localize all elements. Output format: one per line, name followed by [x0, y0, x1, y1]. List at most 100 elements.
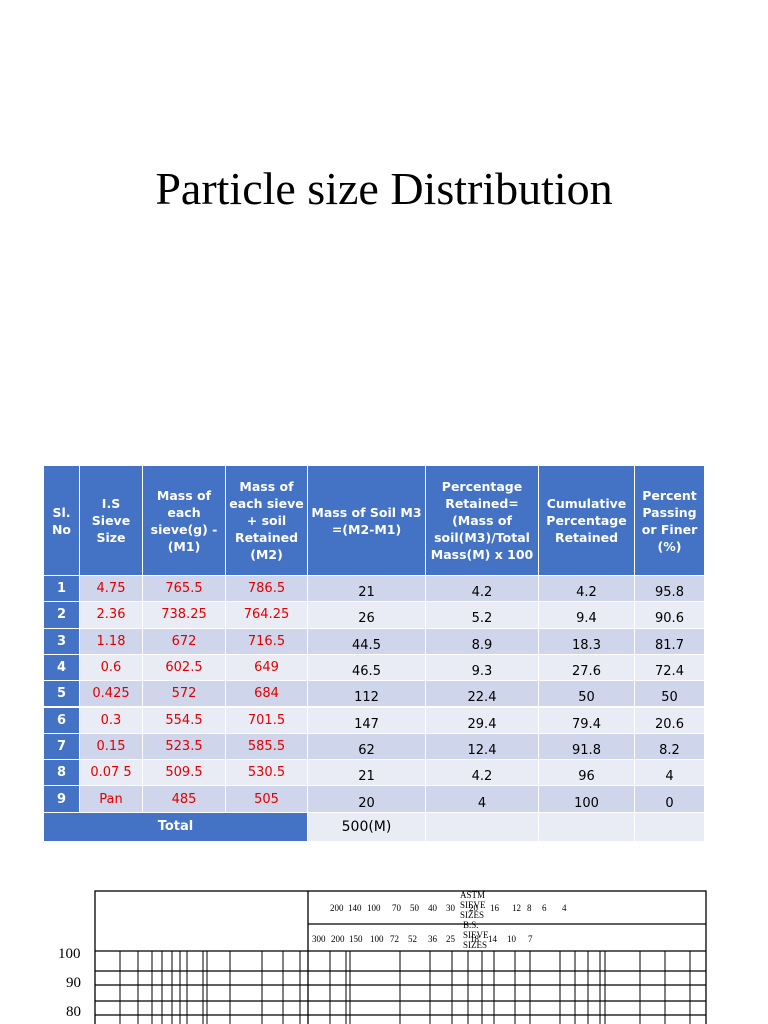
- table-cell: 44.5: [308, 628, 426, 655]
- table-cell: 147: [308, 707, 426, 734]
- bs-title: B.S. SIEVE SIZES: [463, 920, 489, 950]
- table-cell: 100: [539, 786, 635, 813]
- bs-size: 14: [488, 934, 497, 944]
- table-cell: 5.2: [426, 602, 539, 629]
- table-cell: 672: [143, 628, 226, 655]
- table-cell: 6: [44, 707, 80, 734]
- total-label: Total: [44, 812, 308, 842]
- table-cell: 505: [226, 786, 308, 813]
- empty-cell: [635, 812, 705, 842]
- table-cell: 523.5: [143, 733, 226, 761]
- astm-size: 8: [527, 903, 532, 913]
- table-cell: 0.07 5: [80, 760, 143, 787]
- astm-size: 6: [542, 903, 547, 913]
- astm-size: 100: [367, 903, 381, 913]
- table-cell: 22.4: [426, 681, 539, 708]
- bs-size: 25: [446, 934, 455, 944]
- table-cell: 4: [44, 654, 80, 682]
- table-cell: 2: [44, 602, 80, 629]
- table-cell: 29.4: [426, 707, 539, 734]
- header-cell: Sl. No: [44, 466, 80, 576]
- table-cell: 0.3: [80, 707, 143, 734]
- bs-size: 72: [390, 934, 399, 944]
- table-cell: 26: [308, 602, 426, 629]
- table-cell: 21: [308, 576, 426, 603]
- astm-size: 12: [512, 903, 521, 913]
- table-cell: 27.6: [539, 654, 635, 682]
- table-cell: 9.3: [426, 654, 539, 682]
- table-cell: 4.2: [539, 576, 635, 603]
- table-cell: 8.2: [635, 733, 705, 761]
- graph-grid: [94, 890, 707, 1024]
- table-cell: 18.3: [539, 628, 635, 655]
- table-cell: 5: [44, 681, 80, 708]
- table-cell: 485: [143, 786, 226, 813]
- table-cell: 4: [635, 760, 705, 787]
- table-cell: 2.36: [80, 602, 143, 629]
- astm-title: ASTM SIEVE SIZES: [460, 890, 486, 920]
- table-cell: 20: [308, 786, 426, 813]
- table-cell: 12.4: [426, 733, 539, 761]
- table-cell: 46.5: [308, 654, 426, 682]
- table-cell: 9: [44, 786, 80, 813]
- table-cell: 79.4: [539, 707, 635, 734]
- y-label: 90: [66, 975, 81, 991]
- table-cell: 684: [226, 681, 308, 708]
- astm-size: 140: [348, 903, 362, 913]
- table-cell: 554.5: [143, 707, 226, 734]
- table-cell: 701.5: [226, 707, 308, 734]
- y-label: 100: [58, 946, 81, 962]
- table-cell: 0: [635, 786, 705, 813]
- astm-size: 20: [469, 903, 478, 913]
- table-cell: 9.4: [539, 602, 635, 629]
- header-cell: Mass of each sieve(g) - (M1): [143, 466, 226, 576]
- table-cell: 738.25: [143, 602, 226, 629]
- table-cell: 509.5: [143, 760, 226, 787]
- header-cell: Cumulative Percentage Retained: [539, 466, 635, 576]
- table-cell: 81.7: [635, 628, 705, 655]
- empty-cell: [539, 812, 635, 842]
- table-cell: 649: [226, 654, 308, 682]
- table-cell: 72.4: [635, 654, 705, 682]
- table-cell: 21: [308, 760, 426, 787]
- bs-size: 100: [370, 934, 384, 944]
- table-cell: 4.2: [426, 760, 539, 787]
- total-value: 500(M): [308, 812, 426, 842]
- table-cell: 716.5: [226, 628, 308, 655]
- table-cell: 0.6: [80, 654, 143, 682]
- header-cell: I.S Sieve Size: [80, 466, 143, 576]
- header-cell: Mass of Soil M3 =(M2-M1): [308, 466, 426, 576]
- bs-size: 300: [312, 934, 326, 944]
- header-cell: Mass of each sieve + soil Retained (M2): [226, 466, 308, 576]
- table-cell: 786.5: [226, 576, 308, 603]
- bs-size: 52: [408, 934, 417, 944]
- table-cell: 764.25: [226, 602, 308, 629]
- table-cell: 1.18: [80, 628, 143, 655]
- table-cell: 95.8: [635, 576, 705, 603]
- table-cell: 572: [143, 681, 226, 708]
- table-cell: 3: [44, 628, 80, 655]
- table-cell: 96: [539, 760, 635, 787]
- table-cell: 4.2: [426, 576, 539, 603]
- astm-size: 4: [562, 903, 567, 913]
- table-cell: 4: [426, 786, 539, 813]
- header-cell: Percent Passing or Finer (%): [635, 466, 705, 576]
- table-cell: 91.8: [539, 733, 635, 761]
- table-cell: 530.5: [226, 760, 308, 787]
- table-cell: 8.9: [426, 628, 539, 655]
- bs-size: 150: [349, 934, 363, 944]
- slide-title: Particle size Distribution: [155, 163, 613, 214]
- astm-size: 40: [428, 903, 437, 913]
- astm-size: 200: [330, 903, 344, 913]
- table-cell: 62: [308, 733, 426, 761]
- table-cell: 7: [44, 733, 80, 761]
- table-cell: 20.6: [635, 707, 705, 734]
- table-cell: 585.5: [226, 733, 308, 761]
- table-cell: 602.5: [143, 654, 226, 682]
- table-cell: 112: [308, 681, 426, 708]
- table-cell: 765.5: [143, 576, 226, 603]
- table-cell: 4.75: [80, 576, 143, 603]
- astm-size: 50: [410, 903, 419, 913]
- table-cell: 1: [44, 576, 80, 603]
- bs-size: 36: [428, 934, 437, 944]
